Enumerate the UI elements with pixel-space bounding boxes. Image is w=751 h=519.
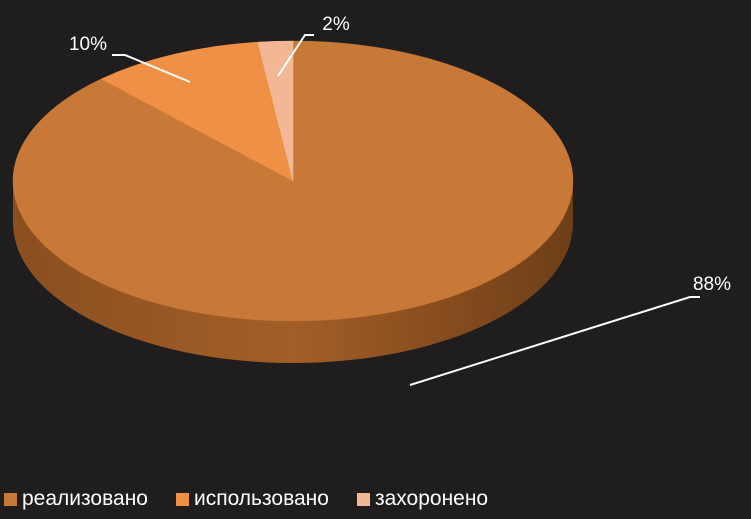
pie-slice-buried bbox=[257, 40, 294, 182]
pie-side-wall bbox=[13, 181, 573, 363]
legend-label-used: использовано bbox=[193, 487, 329, 510]
legend-label-buried: захоронено bbox=[374, 487, 489, 510]
legend-swatch-used bbox=[175, 492, 189, 506]
legend-item-used: использовано bbox=[175, 487, 329, 511]
pie-slice-used bbox=[100, 41, 294, 182]
data-label-buried: 2% bbox=[322, 14, 350, 35]
leader-line bbox=[409, 296, 700, 386]
legend-label-realized: реализовано bbox=[22, 487, 148, 510]
legend-swatch-buried bbox=[356, 492, 370, 506]
legend-item-realized: реализовано bbox=[4, 487, 148, 511]
legend-item-buried: захоронено bbox=[356, 487, 489, 511]
data-label-used: 10% bbox=[69, 34, 107, 55]
pie-top-group bbox=[12, 40, 574, 322]
data-labels-group: 88% 10% 2% bbox=[69, 14, 731, 295]
leader-lines-group bbox=[112, 34, 700, 386]
legend-swatch-realized bbox=[4, 492, 17, 506]
leader-line bbox=[277, 34, 314, 77]
leader-line bbox=[112, 54, 191, 83]
legend: реализовано использовано захоронено bbox=[4, 484, 488, 514]
pie-side-group bbox=[13, 181, 573, 363]
data-label-realized: 88% bbox=[693, 274, 731, 295]
